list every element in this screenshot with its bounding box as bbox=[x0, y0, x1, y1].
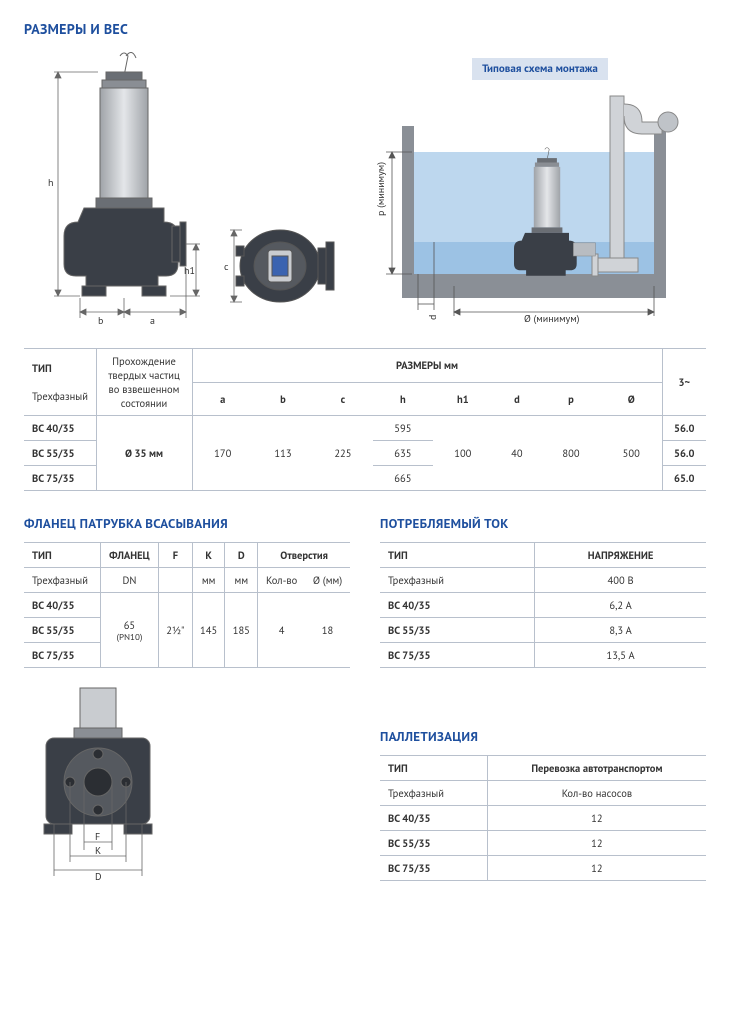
th-phase: Трехфазный bbox=[32, 389, 90, 403]
table-row: BC 75/3513,5 A bbox=[380, 643, 706, 668]
svg-text:K: K bbox=[95, 844, 101, 857]
flange-table: ТИП ФЛАНЕЦ F K D Отверстия Трехфазный DN… bbox=[24, 542, 350, 668]
dimensions-table: ТИП Трехфазный Прохождение твердых части… bbox=[24, 348, 706, 491]
table-row: BC 55/3512 bbox=[380, 831, 706, 856]
table-row: BC 40/35 Ø 35 мм 170 113 225 595 100 40 … bbox=[24, 416, 706, 441]
diagram-row: h h1 a b bbox=[24, 50, 706, 330]
table-row: BC 40/35 65 (PN10) 2½" 145 185 4 18 bbox=[24, 593, 350, 618]
pallet-table: ТИП Перевозка автотранспортом Трехфазный… bbox=[380, 755, 706, 881]
svg-text:D: D bbox=[95, 870, 102, 882]
table-row: BC 55/358,3 A bbox=[380, 618, 706, 643]
dim-c: c bbox=[224, 260, 229, 273]
section-title-dimensions: РАЗМЕРЫ И ВЕС bbox=[24, 20, 706, 38]
section-title-flange: ФЛАНЕЦ ПАТРУБКА ВСАСЫВАНИЯ bbox=[24, 515, 350, 532]
dim-d: d bbox=[426, 315, 439, 320]
th-type: ТИП bbox=[32, 361, 90, 375]
pump-side-diagram: h h1 a b bbox=[24, 50, 204, 330]
scheme-title: Типовая схема монтажа bbox=[472, 58, 608, 80]
dim-h: h bbox=[48, 176, 53, 189]
flange-diagram: F K D bbox=[24, 682, 184, 882]
table-row: BC 40/3512 bbox=[380, 806, 706, 831]
dim-b: b bbox=[98, 314, 103, 327]
dim-p: p (минимум) bbox=[374, 162, 387, 216]
table-row: BC 75/3512 bbox=[380, 856, 706, 881]
pump-top-diagram: c bbox=[224, 210, 354, 330]
section-title-pallet: ПАЛЛЕТИЗАЦИЯ bbox=[380, 728, 706, 745]
dim-a: a bbox=[150, 314, 155, 327]
table-row: BC 40/356,2 A bbox=[380, 593, 706, 618]
installation-scheme: p (минимум) d Ø (минимум) bbox=[374, 86, 694, 326]
dim-diam: Ø (минимум) bbox=[524, 312, 580, 325]
current-table: ТИП НАПРЯЖЕНИЕ Трехфазный 400 В BC 40/35… bbox=[380, 542, 706, 668]
svg-text:F: F bbox=[95, 830, 100, 843]
section-title-current: ПОТРЕБЛЯЕМЫЙ ТОК bbox=[380, 515, 706, 532]
